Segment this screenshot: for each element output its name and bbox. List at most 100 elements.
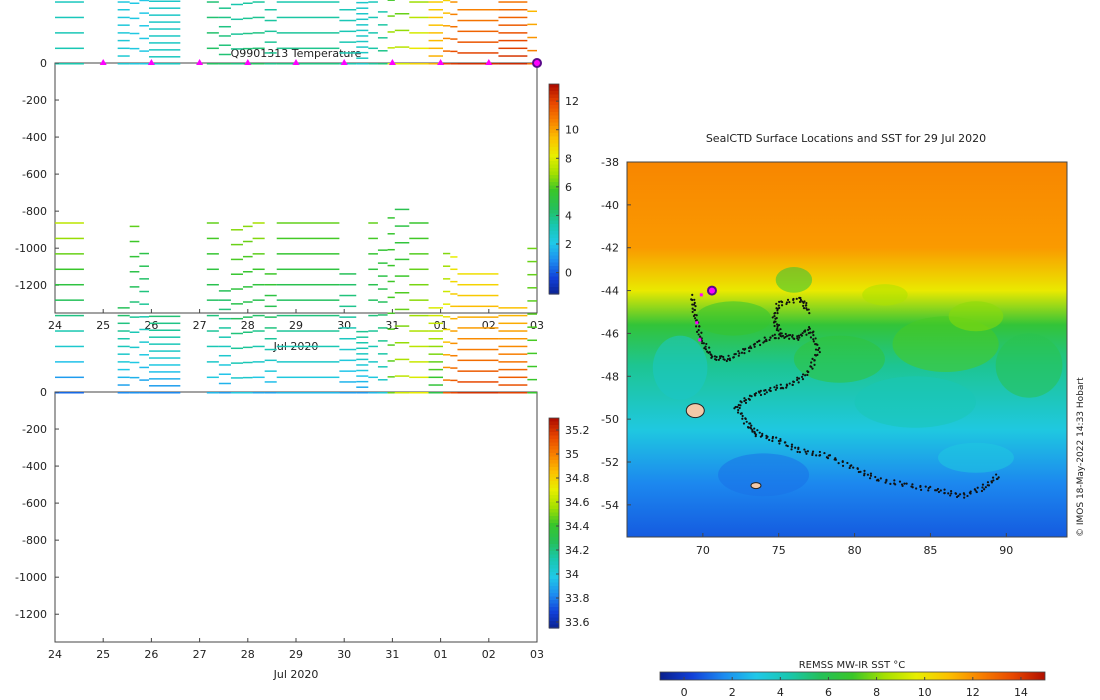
salinity-cell <box>264 370 277 372</box>
colorbar-tick-label: 33.6 <box>565 616 590 629</box>
colorbar-segment <box>549 168 559 173</box>
track-position <box>911 486 914 489</box>
colorbar-tick-label: 34.4 <box>565 520 590 533</box>
track-position <box>929 485 932 488</box>
salinity-cell <box>450 330 458 332</box>
y-tick-label: -600 <box>22 168 47 181</box>
temperature-cell <box>276 32 340 34</box>
track-position <box>739 404 742 407</box>
latest-profile-marker <box>532 58 542 68</box>
salinity-profile <box>206 222 219 394</box>
track-position <box>798 336 801 339</box>
track-position <box>811 357 814 360</box>
salinity-cell <box>377 275 388 277</box>
colorbar-segment <box>549 210 559 215</box>
track-position <box>804 374 807 377</box>
temperature-cell <box>377 24 388 26</box>
track-position <box>805 307 808 310</box>
colorbar-segment <box>549 593 559 598</box>
track-position <box>777 323 781 327</box>
track-position <box>779 387 782 390</box>
track-position <box>837 461 840 465</box>
colorbar-segment <box>549 519 559 524</box>
track-position <box>704 348 707 351</box>
salinity-cell <box>387 280 395 283</box>
temperature-cell <box>356 40 369 43</box>
track-position <box>695 330 699 333</box>
salinity-cell <box>409 330 429 332</box>
salinity-cell <box>117 361 130 363</box>
salinity-cell <box>339 283 357 286</box>
sst-colorbar-label: REMSS MW-IR SST °C <box>799 660 906 671</box>
track-position <box>947 492 950 495</box>
track-position <box>943 492 946 495</box>
track-position <box>772 321 776 324</box>
track-position <box>746 425 750 429</box>
salinity-cell <box>498 345 528 348</box>
temperature-cell <box>387 47 395 49</box>
salinity-cell <box>339 294 357 297</box>
temperature-cell <box>148 49 181 51</box>
track-position <box>802 306 806 310</box>
salinity-cell <box>368 314 378 317</box>
y-tick-label: -1000 <box>15 242 47 255</box>
colorbar-frame <box>548 83 560 295</box>
colorbar-segment <box>549 477 559 482</box>
colorbar-segment <box>549 112 559 117</box>
salinity-cell <box>443 265 451 267</box>
colorbar-segment <box>549 432 559 437</box>
temperature-cell <box>377 37 388 39</box>
track-position <box>810 365 813 368</box>
colorbar-segment <box>549 603 559 608</box>
salinity-cell <box>242 286 253 288</box>
track-position <box>962 492 965 495</box>
salinity-profile <box>498 307 528 394</box>
salinity-profile <box>457 273 499 394</box>
temperature-cell <box>148 35 181 37</box>
salinity-cell <box>387 296 395 299</box>
colorbar-segment <box>549 421 559 426</box>
recent-position <box>699 293 703 297</box>
colorbar-segment <box>549 575 559 580</box>
salinity-cell <box>139 379 149 381</box>
salinity-cell <box>218 308 231 311</box>
colorbar-segment <box>549 238 559 243</box>
sst-colorbar-tick-label: 6 <box>825 686 832 699</box>
salinity-cell <box>252 392 265 394</box>
temperature-cell <box>409 32 429 34</box>
track-position <box>722 358 725 361</box>
track-position <box>775 316 778 320</box>
salinity-cell <box>428 314 444 317</box>
colorbar-segment <box>549 87 559 92</box>
temperature-cell <box>206 63 219 65</box>
track-position <box>810 361 813 364</box>
salinity-profile <box>264 273 277 394</box>
colorbar-segment <box>549 262 559 267</box>
track-position <box>695 314 698 317</box>
temperature-cell <box>55 47 84 50</box>
temperature-cell <box>498 1 528 3</box>
temperature-cell <box>252 32 265 34</box>
colorbar-segment <box>549 136 559 141</box>
track-position <box>927 486 930 490</box>
temperature-cell <box>218 63 231 65</box>
salinity-profile <box>148 315 181 394</box>
map-x-tick-label: 85 <box>923 544 937 557</box>
track-position <box>796 376 799 379</box>
track-position <box>705 342 708 346</box>
track-position <box>889 482 892 485</box>
temperature-cell <box>356 7 369 9</box>
track-position <box>808 312 811 315</box>
track-position <box>828 454 832 457</box>
salinity-cell <box>252 330 265 332</box>
sst-feature <box>995 333 1063 398</box>
track-position <box>737 408 740 412</box>
salinity-cell <box>242 240 253 243</box>
track-position <box>983 488 986 491</box>
salinity-cell <box>450 317 458 320</box>
track-position <box>798 300 802 303</box>
salinity-cell <box>428 345 444 348</box>
salinity-cell <box>428 376 444 379</box>
track-position <box>986 484 989 487</box>
track-position <box>744 401 748 405</box>
